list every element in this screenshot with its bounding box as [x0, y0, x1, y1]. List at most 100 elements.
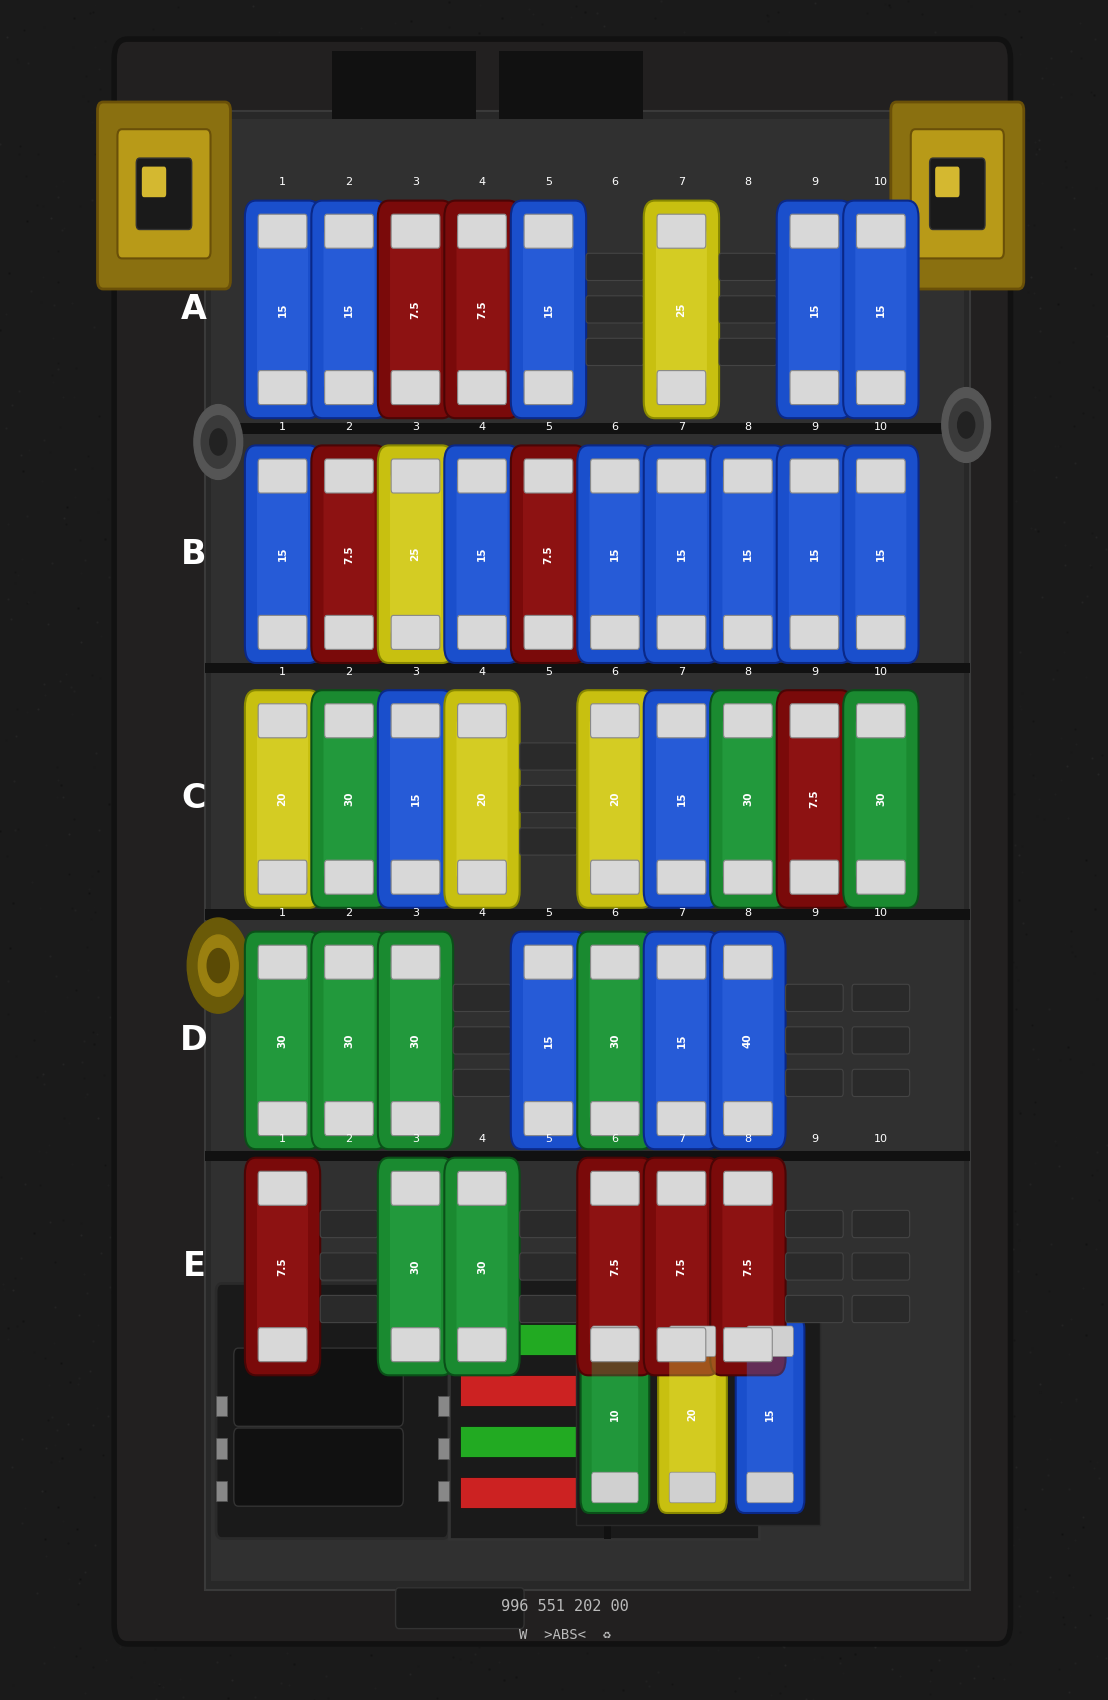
Text: 1: 1: [279, 422, 286, 432]
FancyBboxPatch shape: [511, 932, 586, 1149]
FancyBboxPatch shape: [591, 1328, 639, 1362]
FancyBboxPatch shape: [456, 228, 507, 391]
Text: 30: 30: [343, 1034, 355, 1047]
Text: 10: 10: [874, 908, 888, 918]
FancyBboxPatch shape: [724, 1102, 772, 1136]
FancyBboxPatch shape: [719, 296, 777, 323]
FancyBboxPatch shape: [524, 615, 573, 649]
FancyBboxPatch shape: [843, 445, 919, 663]
FancyBboxPatch shape: [325, 459, 373, 493]
FancyBboxPatch shape: [324, 959, 375, 1122]
Bar: [620, 1482, 748, 1513]
Text: 40: 40: [742, 1034, 753, 1047]
FancyBboxPatch shape: [656, 228, 707, 391]
Bar: [205, 1151, 970, 1161]
Circle shape: [209, 952, 227, 979]
Bar: [620, 1380, 748, 1411]
FancyBboxPatch shape: [722, 473, 773, 636]
Text: 2: 2: [346, 908, 352, 918]
Text: 15: 15: [809, 547, 820, 561]
Text: 20: 20: [687, 1408, 698, 1421]
Text: 2: 2: [346, 177, 352, 187]
Text: 30: 30: [476, 1260, 488, 1273]
Text: 15: 15: [765, 1408, 776, 1421]
FancyBboxPatch shape: [657, 371, 706, 405]
FancyBboxPatch shape: [786, 1027, 843, 1054]
FancyBboxPatch shape: [657, 704, 706, 738]
Text: 15: 15: [676, 1034, 687, 1047]
FancyBboxPatch shape: [311, 690, 387, 908]
Text: 9: 9: [811, 666, 818, 677]
Bar: [460, 1324, 587, 1355]
FancyBboxPatch shape: [586, 296, 644, 323]
FancyBboxPatch shape: [378, 201, 453, 418]
FancyBboxPatch shape: [211, 119, 964, 1581]
FancyBboxPatch shape: [524, 945, 573, 979]
Text: 10: 10: [609, 1408, 620, 1421]
FancyBboxPatch shape: [790, 860, 839, 894]
Text: 7: 7: [678, 666, 685, 677]
FancyBboxPatch shape: [444, 201, 520, 418]
FancyBboxPatch shape: [453, 1069, 511, 1096]
FancyBboxPatch shape: [258, 860, 307, 894]
FancyBboxPatch shape: [114, 39, 1010, 1644]
Text: 7.5: 7.5: [543, 546, 554, 563]
FancyBboxPatch shape: [657, 1171, 706, 1205]
FancyBboxPatch shape: [786, 1069, 843, 1096]
FancyBboxPatch shape: [589, 717, 640, 881]
Text: 8: 8: [745, 177, 751, 187]
Text: 15: 15: [676, 547, 687, 561]
FancyBboxPatch shape: [390, 717, 441, 881]
FancyBboxPatch shape: [98, 102, 230, 289]
FancyBboxPatch shape: [592, 1338, 638, 1491]
FancyBboxPatch shape: [523, 228, 574, 391]
FancyBboxPatch shape: [458, 214, 506, 248]
FancyBboxPatch shape: [258, 615, 307, 649]
Text: D: D: [179, 1023, 208, 1057]
FancyBboxPatch shape: [391, 1171, 440, 1205]
Bar: [620, 1431, 748, 1462]
FancyBboxPatch shape: [258, 1328, 307, 1362]
FancyBboxPatch shape: [216, 1284, 449, 1538]
Text: 9: 9: [811, 422, 818, 432]
Text: 4: 4: [479, 177, 485, 187]
FancyBboxPatch shape: [657, 1328, 706, 1362]
FancyBboxPatch shape: [710, 932, 786, 1149]
FancyBboxPatch shape: [856, 704, 905, 738]
Text: B: B: [181, 537, 207, 571]
Circle shape: [198, 935, 238, 996]
FancyBboxPatch shape: [438, 1396, 449, 1416]
FancyBboxPatch shape: [777, 690, 852, 908]
FancyBboxPatch shape: [396, 1588, 524, 1629]
Text: 15: 15: [410, 792, 421, 806]
FancyBboxPatch shape: [136, 158, 192, 230]
FancyBboxPatch shape: [458, 1171, 506, 1205]
FancyBboxPatch shape: [511, 201, 586, 418]
FancyBboxPatch shape: [856, 459, 905, 493]
FancyBboxPatch shape: [524, 459, 573, 493]
FancyBboxPatch shape: [332, 51, 476, 119]
FancyBboxPatch shape: [391, 371, 440, 405]
FancyBboxPatch shape: [589, 1185, 640, 1348]
FancyBboxPatch shape: [855, 473, 906, 636]
FancyBboxPatch shape: [257, 473, 308, 636]
FancyBboxPatch shape: [591, 459, 639, 493]
Text: 5: 5: [545, 908, 552, 918]
FancyBboxPatch shape: [747, 1326, 793, 1357]
Text: 6: 6: [612, 666, 618, 677]
FancyBboxPatch shape: [724, 615, 772, 649]
FancyBboxPatch shape: [444, 1158, 520, 1375]
Text: 9: 9: [811, 908, 818, 918]
FancyBboxPatch shape: [591, 1171, 639, 1205]
FancyBboxPatch shape: [117, 129, 211, 258]
FancyBboxPatch shape: [657, 214, 706, 248]
Circle shape: [194, 928, 243, 1003]
FancyBboxPatch shape: [790, 615, 839, 649]
FancyBboxPatch shape: [520, 1253, 577, 1280]
FancyBboxPatch shape: [524, 1102, 573, 1136]
Text: C: C: [182, 782, 206, 816]
Text: 5: 5: [545, 422, 552, 432]
FancyBboxPatch shape: [458, 704, 506, 738]
Text: 7: 7: [678, 908, 685, 918]
FancyBboxPatch shape: [456, 473, 507, 636]
